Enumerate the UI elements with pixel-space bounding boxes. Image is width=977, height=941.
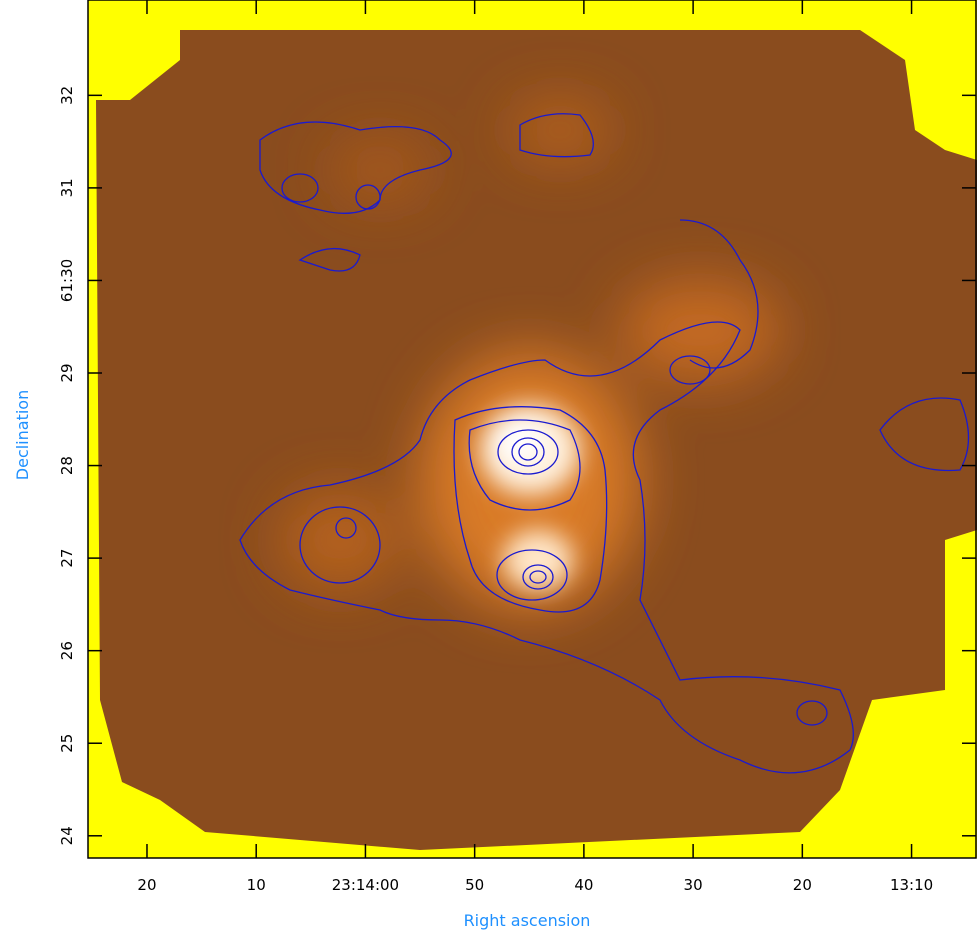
x-tick-label: 20 xyxy=(137,876,156,894)
x-tick-label: 50 xyxy=(465,876,484,894)
y-axis-title: Declination xyxy=(13,390,32,480)
y-tick-label: 29 xyxy=(58,363,76,382)
y-tick-label: 27 xyxy=(58,549,76,568)
x-tick-label: 13:10 xyxy=(890,876,933,894)
image xyxy=(88,0,977,858)
x-tick-label: 20 xyxy=(793,876,812,894)
x-tick-label: 23:14:00 xyxy=(332,876,399,894)
x-axis-title: Right ascension xyxy=(464,911,591,930)
x-tick-label: 10 xyxy=(247,876,266,894)
y-tick-label: 31 xyxy=(58,178,76,197)
y-tick-label: 32 xyxy=(58,86,76,105)
y-tick-label: 24 xyxy=(58,826,76,845)
y-tick-label: 28 xyxy=(58,456,76,475)
chart: Right ascension Declination 20 10 23:14:00… xyxy=(0,0,977,941)
y-tick-label: 26 xyxy=(58,641,76,660)
x-tick-label: 30 xyxy=(684,876,703,894)
x-tick-label: 40 xyxy=(574,876,593,894)
y-tick-label: 25 xyxy=(58,734,76,753)
y-tick-label: 61:30 xyxy=(58,259,76,302)
